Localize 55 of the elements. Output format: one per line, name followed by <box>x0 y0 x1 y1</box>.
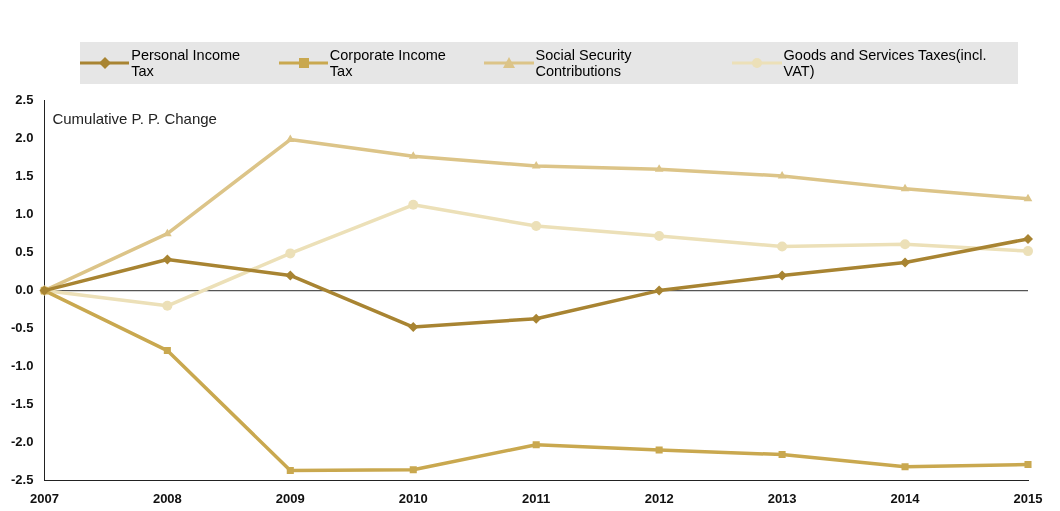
x-tick-label: 2008 <box>152 490 182 506</box>
point <box>654 285 665 296</box>
x-tick-label: 2011 <box>522 490 551 506</box>
x-tick-label: 2010 <box>398 490 428 506</box>
point <box>285 248 296 259</box>
point <box>408 199 419 210</box>
y-tick-label: -1.5 <box>10 396 34 412</box>
y-tick-label: 0.0 <box>15 282 34 298</box>
y-tick-label: 2.5 <box>15 92 34 108</box>
point <box>531 161 541 169</box>
point <box>654 164 664 172</box>
point <box>409 466 417 474</box>
point <box>777 170 787 179</box>
point <box>162 300 173 311</box>
x-tick-label: 2014 <box>890 490 921 506</box>
point <box>778 451 786 459</box>
y-axis-title: Cumulative P. P. Change <box>52 110 217 128</box>
y-tick-label: 1.0 <box>15 206 34 222</box>
point <box>901 463 909 471</box>
point <box>654 230 665 241</box>
point <box>777 270 788 281</box>
point <box>1024 460 1032 468</box>
point <box>532 441 540 449</box>
point <box>531 221 542 232</box>
point <box>777 241 788 252</box>
y-tick-label: 1.5 <box>15 168 34 184</box>
legend-label: Goods and Services Taxes(incl. VAT) <box>783 47 988 79</box>
legend-label: Corporate Income Tax <box>329 47 447 79</box>
x-tick-label: 2013 <box>767 490 797 506</box>
point <box>1023 246 1033 257</box>
point <box>285 270 296 281</box>
point <box>655 446 663 454</box>
point <box>1023 193 1033 202</box>
point <box>286 467 294 475</box>
x-tick-label: 2007 <box>29 490 59 506</box>
point <box>900 183 910 192</box>
x-tick-label: 2009 <box>275 490 305 506</box>
x-tick-label: 2012 <box>644 490 674 506</box>
legend-label: Social Security Contributions <box>535 47 633 79</box>
legend-label: Personal Income Tax <box>131 47 242 79</box>
point <box>162 254 173 265</box>
y-tick-label: -2.0 <box>10 434 34 450</box>
y-tick-label: -0.5 <box>10 320 34 336</box>
y-tick-label: 0.5 <box>15 244 34 260</box>
y-tick-label: -2.5 <box>10 471 34 487</box>
point <box>900 257 911 268</box>
point <box>1023 233 1033 244</box>
y-tick-label: 2.0 <box>15 130 34 146</box>
point <box>900 239 911 250</box>
y-tick-label: -1.0 <box>10 358 34 374</box>
point <box>285 134 295 143</box>
x-tick-label: 2015 <box>1013 490 1043 506</box>
point <box>531 313 542 324</box>
point <box>408 151 418 159</box>
point <box>163 347 171 355</box>
